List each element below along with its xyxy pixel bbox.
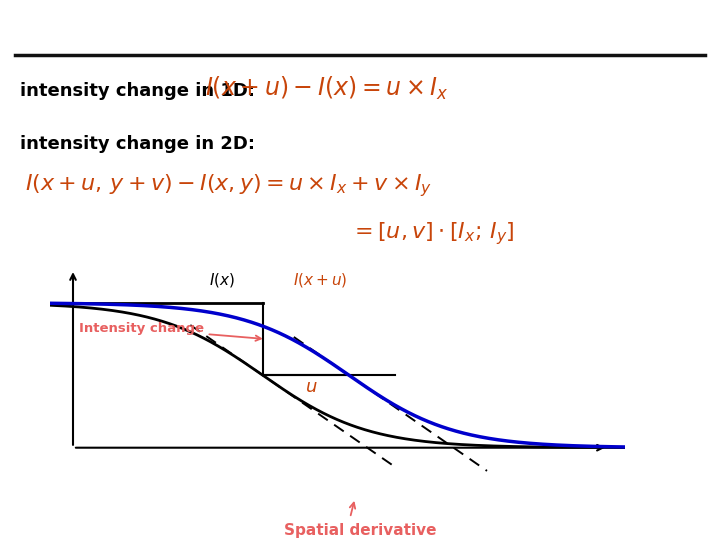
Text: $I(x+u)$: $I(x+u)$: [293, 271, 348, 289]
Text: $I(x+u,\,y+v) - I(x,y) = u \times I_x + v \times I_y$: $I(x+u,\,y+v) - I(x,y) = u \times I_x + …: [25, 172, 432, 199]
Text: $u$: $u$: [305, 378, 318, 396]
Text: $I(x+u) - I(x) = u \times I_x$: $I(x+u) - I(x) = u \times I_x$: [205, 75, 449, 102]
Text: $I(x)$: $I(x)$: [210, 271, 235, 289]
Text: Intensity change: Intensity change: [78, 322, 261, 341]
Text: intensity change in 1D:: intensity change in 1D:: [20, 82, 255, 100]
Text: $= [u,v] \cdot [I_x;\,I_y]$: $= [u,v] \cdot [I_x;\,I_y]$: [350, 220, 515, 247]
Text: Spatial derivative: Spatial derivative: [284, 523, 436, 537]
Text: intensity change in 2D:: intensity change in 2D:: [20, 135, 255, 153]
